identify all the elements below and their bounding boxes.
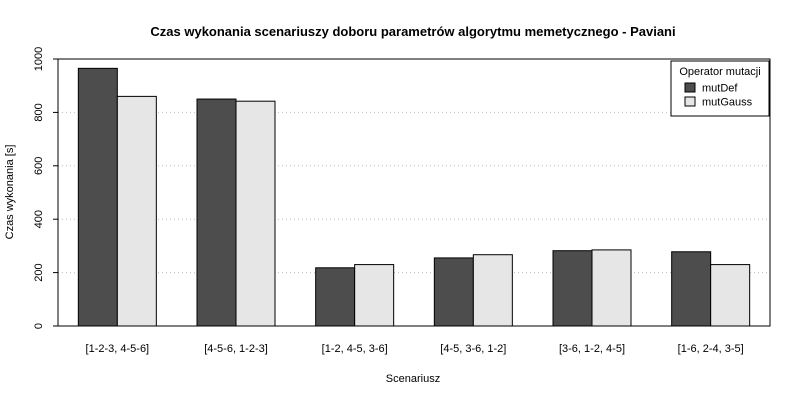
grid: [58, 111, 770, 274]
bar-mutGauss: [472, 254, 513, 327]
bar-mutGauss: [354, 264, 395, 327]
x-tick-label: [4-5-6, 1-2-3]: [204, 343, 268, 355]
y-axis: 0 200 400 600 800 1000: [33, 47, 58, 329]
legend-label-mutGauss: mutGauss: [702, 97, 753, 109]
x-axis: [1-2-3, 4-5-6] [4-5-6, 1-2-3] [1-2, 4-5, 3…: [86, 343, 744, 355]
y-tick-label: 0: [33, 323, 45, 329]
x-axis-label: Scenariusz: [386, 373, 440, 385]
bar-mutDef: [433, 257, 474, 327]
bar-mutDef: [315, 267, 356, 327]
y-tick-label: 800: [33, 103, 45, 121]
legend-swatch-mutDef: [684, 82, 696, 93]
legend: Operator mutacji mutDef mutGauss: [670, 60, 770, 117]
y-axis-label: Czas wykonania [s]: [4, 145, 16, 240]
bar-mutDef: [552, 250, 593, 327]
y-tick-label: 400: [33, 210, 45, 228]
legend-label-mutDef: mutDef: [702, 83, 738, 95]
x-tick-label: [4-5, 3-6, 1-2]: [440, 343, 506, 355]
bars: [77, 67, 751, 327]
y-tick-label: 200: [33, 263, 45, 281]
x-tick-label: [3-6, 1-2, 4-5]: [559, 343, 625, 355]
bar-mutGauss: [710, 264, 751, 327]
bar-mutGauss: [591, 249, 632, 327]
y-tick-label: 600: [33, 157, 45, 175]
bar-mutDef: [671, 251, 712, 327]
x-tick-label: [1-2-3, 4-5-6]: [86, 343, 150, 355]
x-tick-label: [1-2, 4-5, 3-6]: [322, 343, 388, 355]
bar-mutDef: [196, 98, 237, 327]
bar-mutGauss: [235, 100, 276, 327]
y-tick-label: 1000: [33, 47, 45, 71]
plot-frame: [57, 58, 771, 327]
legend-title: Operator mutacji: [679, 66, 760, 78]
bar-mutGauss: [116, 95, 157, 327]
chart-title: Czas wykonania scenariuszy doboru parame…: [150, 24, 675, 39]
x-tick-label: [1-6, 2-4, 3-5]: [678, 343, 744, 355]
bar-mutDef: [77, 67, 118, 327]
legend-swatch-mutGauss: [684, 96, 696, 107]
